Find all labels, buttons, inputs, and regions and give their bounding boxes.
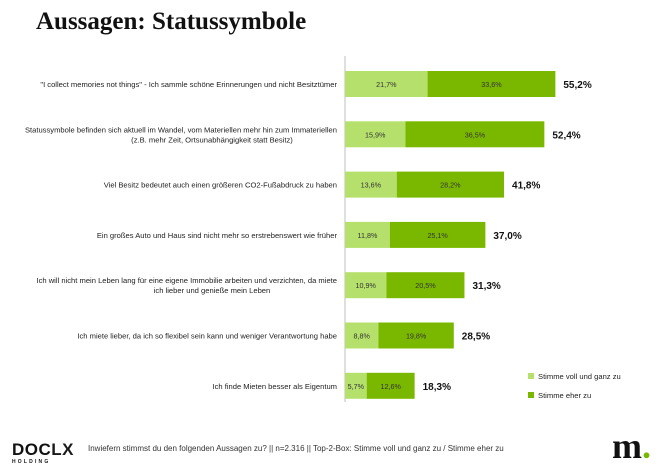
legend-swatch [528, 373, 534, 379]
bar-stimme-eher [427, 71, 556, 97]
total-label: 28,5% [462, 332, 490, 343]
category-label-line: Ein großes Auto und Haus sind nicht mehr… [97, 231, 338, 240]
category-label-line: Ich miete lieber, da ich so flexibel sei… [77, 332, 337, 341]
bar-value-label: 15,9% [365, 130, 386, 139]
category-label: Ich miete lieber, da ich so flexibel sei… [77, 332, 337, 341]
logo-subtitle: HOLDING [12, 459, 51, 465]
total-label: 55,2% [563, 80, 591, 91]
bar-value-label: 11,8% [358, 231, 378, 240]
bar-value-label: 25,1% [427, 231, 448, 240]
brand-letter: m [612, 426, 642, 466]
bar-value-label: 33,6% [481, 80, 502, 89]
bar-stimme-voll [345, 372, 367, 399]
category-label-line: ich lieber und genieße mein Leben [154, 286, 271, 295]
category-label-line: Statussymbole befinden sich aktuell im W… [25, 125, 337, 134]
legend-label: Stimme voll und ganz zu [538, 372, 621, 381]
category-label: Ich finde Mieten besser als Eigentum [212, 382, 337, 391]
bar-value-label: 21,7% [376, 80, 397, 89]
legend-label: Stimme eher zu [538, 391, 591, 400]
bar-stimme-voll [345, 221, 390, 248]
bar-value-label: 19,8% [406, 332, 427, 341]
category-label: Ein großes Auto und Haus sind nicht mehr… [97, 231, 338, 240]
legend-swatch [528, 392, 534, 398]
category-label-line: "I collect memories not things" - Ich sa… [40, 80, 337, 89]
bar-value-label: 5,7% [348, 382, 365, 391]
category-label-line: Ich finde Mieten besser als Eigentum [212, 382, 337, 391]
bar-value-label: 28,2% [440, 181, 461, 190]
logo-word: DOC [12, 440, 52, 459]
survey-footnote: Inwiefern stimmst du den folgenden Aussa… [88, 444, 504, 453]
total-label: 41,8% [512, 181, 540, 192]
category-label: Viel Besitz bedeutet auch einen größeren… [104, 181, 337, 190]
logo-x: LX [51, 440, 75, 459]
bar-stimme-eher [366, 372, 415, 399]
bar-stimme-eher [389, 221, 486, 248]
total-label: 52,4% [552, 130, 580, 141]
bar-value-label: 10,9% [356, 281, 377, 290]
bar-stimme-voll [345, 322, 379, 349]
bar-chart: "I collect memories not things" - Ich sa… [25, 56, 621, 402]
brand-logo: m. [612, 428, 651, 464]
total-label: 37,0% [493, 231, 521, 242]
bar-stimme-eher [378, 322, 454, 349]
bar-stimme-voll [345, 272, 387, 299]
category-label: Ich will nicht mein Leben lang für eine … [36, 276, 337, 295]
total-label: 31,3% [472, 281, 500, 292]
doclx-logo: DOCLX HOLDING [12, 441, 74, 465]
bar-value-label: 20,5% [415, 281, 436, 290]
bar-value-label: 13,6% [361, 181, 382, 190]
brand-dot: . [642, 426, 651, 466]
category-label-line: Viel Besitz bedeutet auch einen größeren… [104, 181, 337, 190]
bar-stimme-voll [345, 171, 397, 198]
category-label: "I collect memories not things" - Ich sa… [40, 80, 337, 89]
bar-value-label: 12,6% [380, 382, 401, 391]
category-label-line: (z.B. mehr Zeit, Ortsunabhängigkeit stat… [131, 135, 293, 144]
category-label-line: Ich will nicht mein Leben lang für eine … [36, 276, 337, 285]
bar-value-label: 36,5% [465, 130, 486, 139]
bar-stimme-eher [405, 121, 545, 148]
total-label: 18,3% [423, 382, 451, 393]
bar-stimme-eher [386, 272, 465, 299]
bar-value-label: 8,8% [354, 332, 371, 341]
bar-stimme-voll [345, 71, 428, 97]
bar-stimme-eher [396, 171, 505, 198]
bar-stimme-voll [345, 121, 406, 148]
category-label: Statussymbole befinden sich aktuell im W… [25, 125, 337, 144]
page-title: Aussagen: Statussymbole [36, 8, 307, 35]
